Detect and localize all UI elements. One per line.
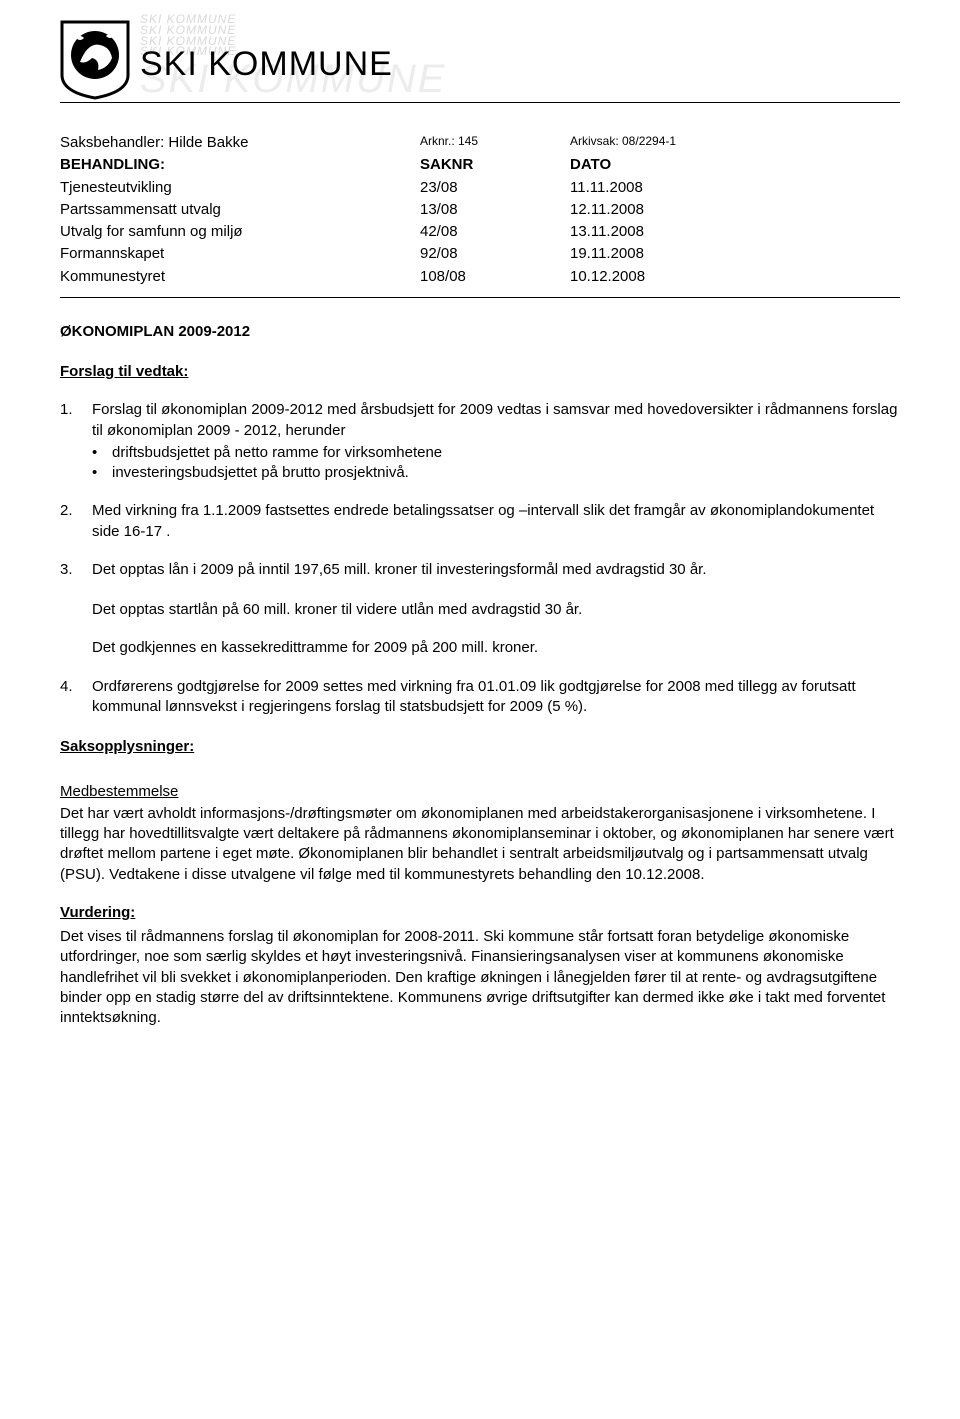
arknr: Arknr.: 145	[420, 133, 570, 153]
item-text: Forslag til økonomiplan 2009-2012 med år…	[92, 401, 897, 438]
meta-saknr: 108/08	[420, 267, 570, 287]
meta-saknr: 13/08	[420, 200, 570, 220]
item-text: Det opptas lån i 2009 på inntil 197,65 m…	[92, 560, 900, 580]
header-title: SKI KOMMUNE	[140, 42, 900, 88]
meta-row: Formannskapet 92/08 19.11.2008	[60, 244, 900, 264]
vedtak-list: 1. Forslag til økonomiplan 2009-2012 med…	[60, 400, 900, 580]
medbestemmelse-heading: Medbestemmelse	[60, 782, 900, 802]
meta-name: Partssammensatt utvalg	[60, 200, 420, 220]
list-item: 1. Forslag til økonomiplan 2009-2012 med…	[60, 400, 900, 483]
doc-title: ØKONOMIPLAN 2009-2012	[60, 322, 900, 342]
bullet-item: driftsbudsjettet på netto ramme for virk…	[92, 443, 900, 463]
meta-row: Utvalg for samfunn og miljø 42/08 13.11.…	[60, 222, 900, 242]
list-item: 2. Med virkning fra 1.1.2009 fastsettes …	[60, 501, 900, 542]
header-title-wrap: SKI KOMMUNE SKI KOMMUNE SKI KOMMUNE SKI …	[140, 20, 900, 88]
meta-row: Kommunestyret 108/08 10.12.2008	[60, 267, 900, 287]
item3-para1: Det opptas startlån på 60 mill. kroner t…	[92, 600, 900, 620]
meta-name: Kommunestyret	[60, 267, 420, 287]
meta-row: Partssammensatt utvalg 13/08 12.11.2008	[60, 200, 900, 220]
sub-bullets: driftsbudsjettet på netto ramme for virk…	[92, 443, 900, 484]
bullet-item: investeringsbudsjettet på brutto prosjek…	[92, 463, 900, 483]
saksbehandler: Saksbehandler: Hilde Bakke	[60, 133, 420, 153]
saksopplysninger-heading: Saksopplysninger:	[60, 737, 900, 757]
item-number: 2.	[60, 501, 92, 542]
saknr-header: SAKNR	[420, 155, 570, 175]
meta-dato: 11.11.2008	[570, 178, 720, 198]
divider	[60, 297, 900, 298]
municipality-logo	[60, 20, 130, 100]
arkivsak: Arkivsak: 08/2294-1	[570, 133, 720, 153]
meta-saknr: 42/08	[420, 222, 570, 242]
item-number: 1.	[60, 400, 92, 483]
dato-header: DATO	[570, 155, 720, 175]
vurdering-body: Det vises til rådmannens forslag til øko…	[60, 927, 900, 1028]
vedtak-list-cont: 4. Ordførerens godtgjørelse for 2009 set…	[60, 677, 900, 718]
meta-dato: 10.12.2008	[570, 267, 720, 287]
meta-saknr: 92/08	[420, 244, 570, 264]
item3-para2: Det godkjennes en kassekredittramme for …	[92, 638, 900, 658]
list-item: 3. Det opptas lån i 2009 på inntil 197,6…	[60, 560, 900, 580]
document-header: SKI KOMMUNE SKI KOMMUNE SKI KOMMUNE SKI …	[60, 20, 900, 103]
medbestemmelse-body: Det har vært avholdt informasjons-/drøft…	[60, 804, 900, 885]
meta-name: Tjenesteutvikling	[60, 178, 420, 198]
item-text: Ordførerens godtgjørelse for 2009 settes…	[92, 677, 900, 718]
meta-saknr: 23/08	[420, 178, 570, 198]
meta-name: Utvalg for samfunn og miljø	[60, 222, 420, 242]
behandling-header: BEHANDLING:	[60, 155, 420, 175]
meta-row: Tjenesteutvikling 23/08 11.11.2008	[60, 178, 900, 198]
item-text: Med virkning fra 1.1.2009 fastsettes end…	[92, 501, 900, 542]
vurdering-heading: Vurdering:	[60, 903, 900, 923]
meta-dato: 12.11.2008	[570, 200, 720, 220]
meta-name: Formannskapet	[60, 244, 420, 264]
case-meta: Saksbehandler: Hilde Bakke Arknr.: 145 A…	[60, 133, 900, 287]
meta-dato: 13.11.2008	[570, 222, 720, 242]
list-item: 4. Ordførerens godtgjørelse for 2009 set…	[60, 677, 900, 718]
item-number: 4.	[60, 677, 92, 718]
item-number: 3.	[60, 560, 92, 580]
forslag-heading: Forslag til vedtak:	[60, 362, 900, 382]
meta-dato: 19.11.2008	[570, 244, 720, 264]
